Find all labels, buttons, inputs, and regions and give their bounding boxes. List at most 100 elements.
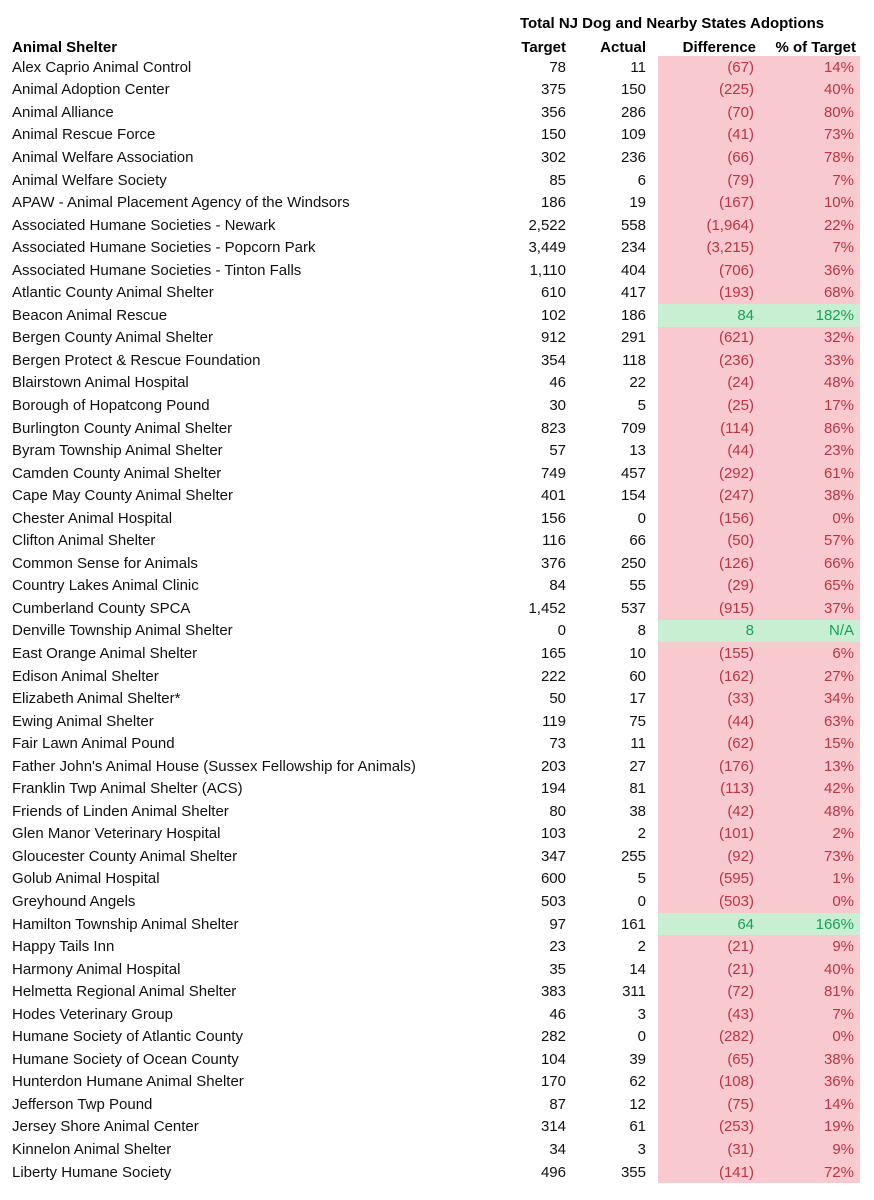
edge-cell: [860, 575, 874, 598]
shelter-name-cell: Byram Township Animal Shelter: [12, 442, 223, 460]
edge-cell: [860, 823, 874, 846]
pct-of-target-cell: 48%: [760, 800, 860, 823]
gap-cell: [650, 620, 658, 643]
actual-cell: 250: [620, 554, 646, 572]
table-row: Glen Manor Veterinary Hospital 103 2 (101) 2…: [0, 822, 874, 846]
pct-of-target-cell: 13%: [760, 754, 860, 778]
pct-of-target-cell: 6%: [760, 642, 860, 665]
shelter-name-cell: Denville Township Animal Shelter: [12, 622, 233, 640]
gap-cell: [650, 597, 658, 620]
shelter-name-cell: Jersey Shore Animal Center: [12, 1118, 199, 1136]
target-cell: 0: [557, 622, 566, 640]
difference-cell: (155): [658, 642, 760, 665]
difference-cell: (75): [658, 1093, 760, 1116]
table-row: Ewing Animal Shelter 119 75 (44) 63%: [0, 709, 874, 733]
table-row: Common Sense for Animals 376 250 (126) 66%: [0, 552, 874, 575]
edge-cell: [860, 935, 874, 958]
table-row: Kinnelon Animal Shelter 34 3 (31) 9%: [0, 1138, 874, 1161]
header-edge: [860, 32, 874, 56]
gap-cell: [650, 394, 658, 417]
table-row: Happy Tails Inn 23 2 (21) 9%: [0, 935, 874, 958]
target-cell: 50: [549, 690, 566, 708]
gap-cell: [650, 372, 658, 395]
edge-cell: [860, 439, 874, 462]
actual-cell: 291: [620, 329, 646, 347]
shelter-name-cell: Ewing Animal Shelter: [12, 712, 154, 730]
difference-cell: (65): [658, 1048, 760, 1071]
actual-cell: 118: [622, 351, 646, 369]
gap-cell: [650, 529, 658, 552]
actual-cell: 255: [620, 847, 646, 865]
pct-of-target-cell: 15%: [760, 732, 860, 755]
pct-of-target-cell: 78%: [760, 146, 860, 169]
actual-cell: 61: [629, 1118, 646, 1136]
edge-cell: [860, 349, 874, 372]
table-row: Animal Welfare Society 85 6 (79) 7%: [0, 168, 874, 192]
target-cell: 1,452: [528, 599, 566, 617]
pct-of-target-cell: 86%: [760, 416, 860, 440]
table-header-row: Animal Shelter Target Actual Difference …: [0, 32, 874, 56]
actual-cell: 0: [637, 893, 646, 910]
difference-cell: (67): [658, 56, 760, 79]
edge-cell: [860, 281, 874, 304]
gap-cell: [650, 79, 658, 102]
shelter-name-cell: Beacon Animal Rescue: [12, 306, 168, 324]
shelter-name-cell: Animal Welfare Society: [12, 171, 167, 189]
actual-cell: 0: [637, 1028, 646, 1046]
edge-cell: [860, 394, 874, 417]
header-gap: [650, 32, 658, 56]
edge-cell: [860, 1161, 874, 1184]
target-cell: 57: [549, 442, 566, 460]
gap-cell: [650, 1161, 658, 1184]
gap-cell: [650, 124, 658, 147]
target-cell: 119: [542, 712, 566, 730]
difference-cell: 8: [658, 619, 760, 643]
table-row: Atlantic County Animal Shelter 610 417 (193…: [0, 281, 874, 305]
difference-cell: (43): [658, 1002, 760, 1026]
gap-cell: [650, 710, 658, 733]
pct-of-target-cell: 37%: [760, 597, 860, 620]
actual-cell: 55: [629, 577, 646, 595]
actual-cell: 109: [620, 126, 646, 144]
actual-cell: 81: [629, 780, 646, 798]
shelter-name-cell: Jefferson Twp Pound: [12, 1095, 153, 1113]
gap-cell: [650, 146, 658, 169]
edge-cell: [860, 146, 874, 169]
gap-cell: [650, 507, 658, 530]
actual-cell: 150: [620, 81, 646, 99]
edge-cell: [860, 980, 874, 1003]
gap-cell: [650, 304, 658, 327]
col-header-difference: Difference: [682, 39, 756, 56]
gap-cell: [650, 1093, 658, 1116]
edge-cell: [860, 124, 874, 147]
edge-cell: [860, 417, 874, 440]
difference-cell: (62): [658, 732, 760, 755]
col-header-pct-of-target: % of Target: [775, 39, 856, 56]
pct-of-target-cell: 0%: [760, 1025, 860, 1049]
shelter-name-cell: Alex Caprio Animal Control: [12, 58, 192, 76]
actual-cell: 355: [620, 1163, 646, 1181]
shelter-name-cell: Atlantic County Animal Shelter: [12, 284, 214, 302]
pct-of-target-cell: 73%: [760, 845, 860, 868]
gap-cell: [650, 191, 658, 214]
pct-of-target-cell: 0%: [760, 506, 860, 530]
gap-cell: [650, 890, 658, 913]
pct-of-target-cell: 42%: [760, 777, 860, 801]
target-cell: 46: [549, 1005, 566, 1023]
adoptions-table: Total NJ Dog and Nearby States Adoptions…: [0, 9, 874, 1184]
edge-cell: [860, 890, 874, 913]
difference-cell: (141): [658, 1160, 760, 1184]
actual-cell: 39: [629, 1050, 646, 1068]
actual-cell: 75: [629, 712, 646, 730]
difference-cell: (225): [658, 78, 760, 102]
edge-cell: [860, 868, 874, 891]
target-cell: 23: [549, 938, 566, 956]
target-cell: 1,110: [529, 261, 566, 279]
target-cell: 203: [540, 757, 566, 775]
pct-of-target-cell: 14%: [760, 56, 860, 79]
shelter-name-cell: APAW - Animal Placement Agency of the Wi…: [12, 194, 350, 212]
difference-cell: (44): [658, 439, 760, 462]
target-cell: 34: [549, 1141, 566, 1159]
difference-cell: 84: [658, 304, 760, 327]
